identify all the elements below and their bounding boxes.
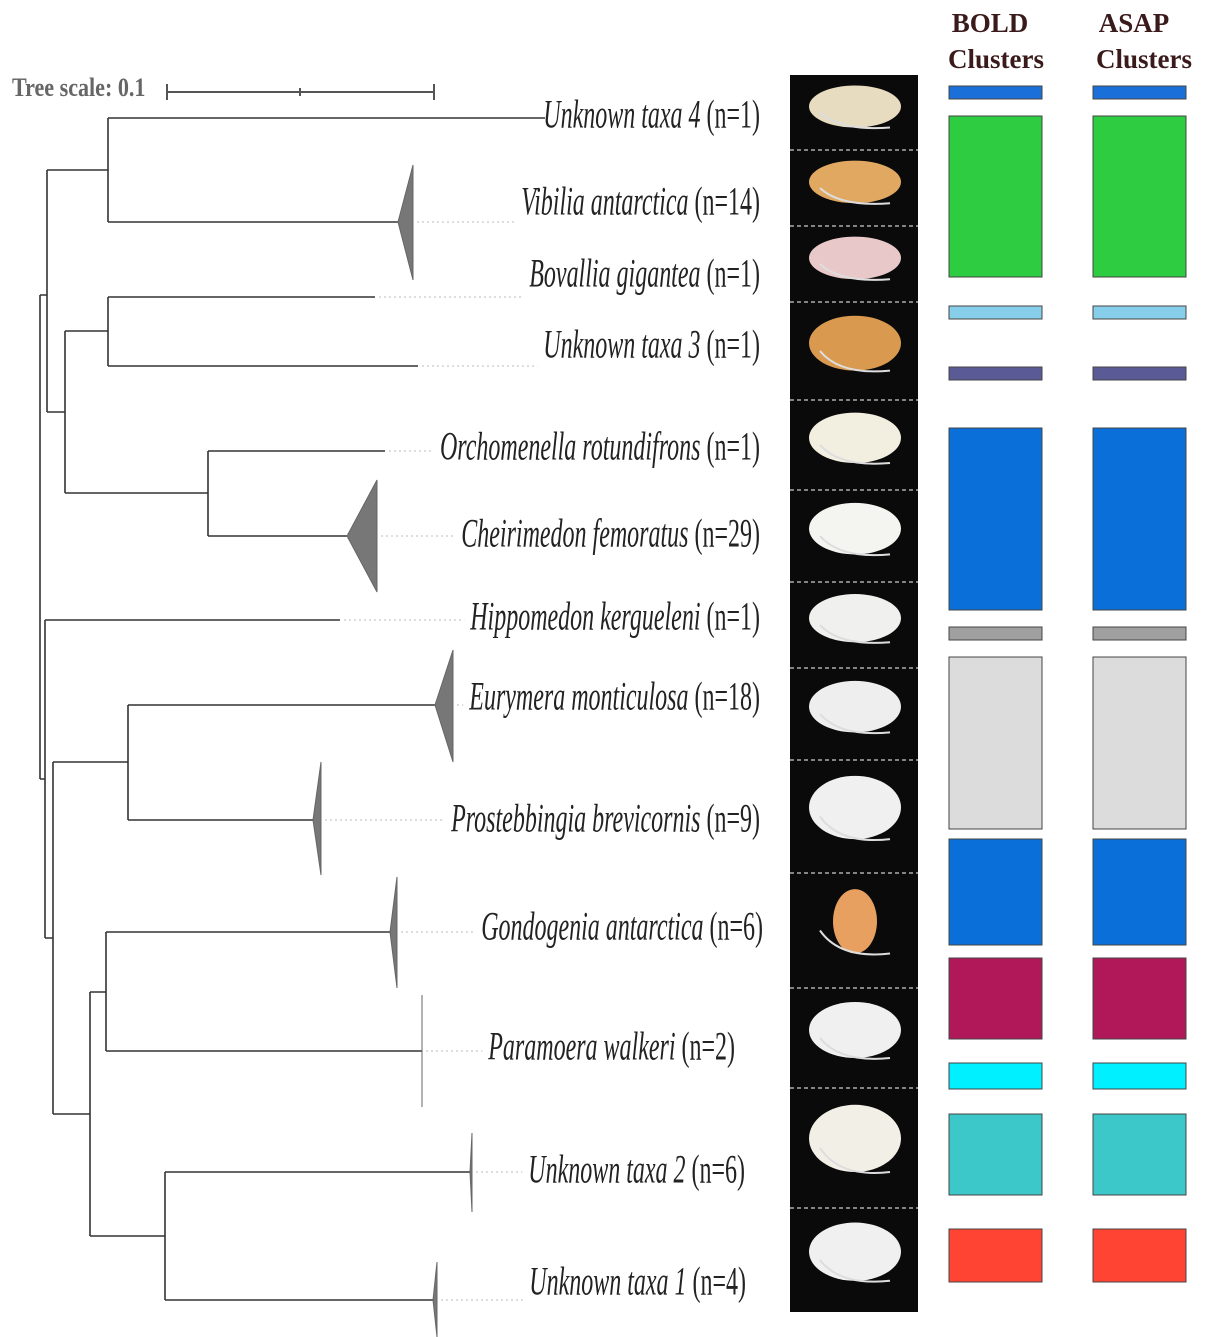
taxon-label: Paramoera walkeri (n=2) — [488, 1025, 735, 1069]
taxon-text: Unknown taxa 1 (n=4) — [529, 1260, 746, 1304]
taxon-name: Vibilia antarctica — [521, 180, 688, 224]
taxon-name: Hippomedon kergueleni — [469, 595, 700, 639]
taxon-name: Unknown taxa 4 — [543, 93, 700, 137]
taxon-name: Orchomenella rotundifrons — [440, 425, 701, 469]
specimen — [809, 86, 901, 128]
cluster-box — [1093, 367, 1186, 380]
cluster-box — [1093, 657, 1186, 829]
specimen-photos — [790, 75, 918, 1312]
figure: Tree scale: 0.1 Unknown taxa 4 (n=1) Vibi… — [0, 0, 1205, 1337]
taxon-name: Eurymera monticulosa — [469, 675, 689, 719]
tree-scale-label: Tree scale: 0.1 — [12, 74, 145, 102]
taxon-label: Vibilia antarctica (n=14) — [521, 180, 760, 224]
taxon-count: (n=6) — [691, 1148, 745, 1192]
taxon-text: Bovallia gigantea (n=1) — [529, 252, 760, 296]
cluster-box — [1093, 1114, 1186, 1195]
taxon-label: Eurymera monticulosa (n=18) — [469, 675, 760, 719]
cluster-box — [949, 657, 1042, 829]
taxon-text: Eurymera monticulosa (n=18) — [469, 675, 760, 719]
cluster-box — [949, 306, 1042, 319]
taxon-text: Hippomedon kergueleni (n=1) — [469, 595, 760, 639]
taxon-name: Unknown taxa 3 — [543, 323, 700, 367]
cluster-box — [1093, 1063, 1186, 1089]
column-header: BOLD — [952, 8, 1029, 38]
taxon-count: (n=9) — [706, 797, 760, 841]
taxon-count: (n=14) — [695, 180, 760, 224]
cluster-box — [1093, 306, 1186, 319]
taxon-name: Paramoera walkeri — [488, 1025, 676, 1069]
taxon-name: Unknown taxa 1 — [529, 1260, 686, 1304]
taxon-text: Vibilia antarctica (n=14) — [521, 180, 760, 224]
taxon-name: Unknown taxa 2 — [528, 1148, 685, 1192]
cluster-box — [949, 1063, 1042, 1089]
specimen — [809, 1223, 901, 1281]
taxon-label: Unknown taxa 4 (n=1) — [543, 93, 760, 137]
taxon-count: (n=6) — [709, 905, 763, 949]
specimen — [809, 1105, 901, 1172]
cluster-box — [949, 958, 1042, 1039]
column-header: ASAP — [1099, 8, 1170, 38]
taxon-text: Unknown taxa 4 (n=1) — [543, 93, 760, 137]
cluster-box — [949, 116, 1042, 277]
cluster-box — [1093, 86, 1186, 99]
taxon-text: Paramoera walkeri (n=2) — [488, 1025, 735, 1069]
cluster-box — [1093, 839, 1186, 945]
taxon-label: Cheirimedon femoratus (n=29) — [461, 512, 760, 556]
taxon-count: (n=1) — [706, 595, 760, 639]
cluster-box — [949, 428, 1042, 610]
cluster-box — [1093, 1229, 1186, 1282]
cluster-box — [949, 1114, 1042, 1195]
scale-bar — [167, 84, 434, 100]
taxon-label: Bovallia gigantea (n=1) — [529, 252, 760, 296]
cluster-box — [949, 839, 1042, 945]
specimen — [809, 161, 901, 204]
cluster-box — [1093, 627, 1186, 640]
cluster-box — [949, 86, 1042, 99]
taxon-name: Prostebbingia brevicornis — [450, 797, 700, 841]
specimen — [809, 237, 901, 280]
cluster-box — [949, 1229, 1042, 1282]
column-header: Clusters — [948, 44, 1044, 74]
specimen — [809, 594, 901, 642]
specimen — [833, 889, 877, 953]
taxon-label: Orchomenella rotundifrons (n=1) — [440, 425, 760, 469]
taxon-count: (n=1) — [706, 252, 760, 296]
collapsed-clades — [313, 165, 472, 1337]
taxon-label: Prostebbingia brevicornis (n=9) — [450, 797, 760, 841]
taxon-label: Unknown taxa 3 (n=1) — [543, 323, 760, 367]
specimen — [809, 681, 901, 733]
cluster-box — [949, 627, 1042, 640]
cluster-box — [1093, 428, 1186, 610]
taxon-count: (n=1) — [706, 93, 760, 137]
taxon-text: Unknown taxa 3 (n=1) — [543, 323, 760, 367]
cluster-box — [949, 367, 1042, 380]
taxon-text: Cheirimedon femoratus (n=29) — [461, 512, 760, 556]
specimen — [809, 1002, 901, 1058]
taxon-text: Unknown taxa 2 (n=6) — [528, 1148, 745, 1192]
cluster-box — [1093, 116, 1186, 277]
taxon-label: Gondogenia antarctica (n=6) — [481, 905, 763, 949]
taxon-label: Hippomedon kergueleni (n=1) — [469, 595, 760, 639]
taxon-label: Unknown taxa 1 (n=4) — [529, 1260, 746, 1304]
taxon-label: Unknown taxa 2 (n=6) — [528, 1148, 745, 1192]
specimen — [809, 413, 901, 463]
taxon-count: (n=2) — [681, 1025, 735, 1069]
taxon-name: Cheirimedon femoratus — [461, 512, 688, 556]
taxon-text: Gondogenia antarctica (n=6) — [481, 905, 763, 949]
taxon-count: (n=1) — [706, 425, 760, 469]
taxon-count: (n=18) — [695, 675, 760, 719]
cluster-box — [1093, 958, 1186, 1039]
taxon-count: (n=4) — [692, 1260, 746, 1304]
taxon-name: Bovallia gigantea — [529, 252, 700, 296]
specimen — [809, 503, 901, 555]
taxon-text: Prostebbingia brevicornis (n=9) — [450, 797, 760, 841]
taxon-count: (n=29) — [695, 512, 760, 556]
taxon-text: Orchomenella rotundifrons (n=1) — [440, 425, 760, 469]
specimen — [809, 776, 901, 839]
specimen — [809, 316, 901, 371]
taxon-name: Gondogenia antarctica — [481, 905, 703, 949]
taxon-count: (n=1) — [706, 323, 760, 367]
column-header: Clusters — [1096, 44, 1192, 74]
cluster-boxes — [949, 86, 1186, 1282]
